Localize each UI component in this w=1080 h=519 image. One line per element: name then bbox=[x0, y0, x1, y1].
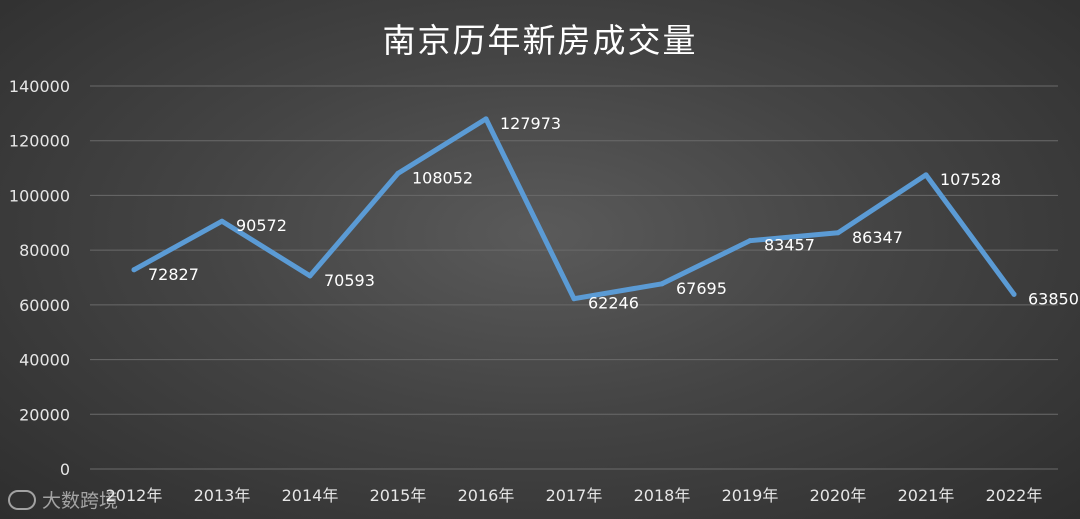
data-point bbox=[747, 238, 753, 244]
data-label: 107528 bbox=[940, 170, 1001, 189]
series-line bbox=[131, 116, 1017, 302]
x-tick-label: 2022年 bbox=[986, 486, 1043, 505]
y-tick-label: 120000 bbox=[9, 132, 70, 151]
data-label: 62246 bbox=[588, 294, 639, 313]
data-label: 63850 bbox=[1028, 289, 1079, 308]
chart-title: 南京历年新房成交量 bbox=[382, 21, 698, 60]
data-point bbox=[219, 218, 225, 224]
data-label: 108052 bbox=[412, 168, 473, 187]
y-tick-label: 60000 bbox=[19, 296, 70, 315]
data-point bbox=[483, 116, 489, 122]
series-group bbox=[131, 116, 1017, 302]
data-point bbox=[923, 172, 929, 178]
x-tick-label: 2012年 bbox=[106, 486, 163, 505]
data-label: 83457 bbox=[764, 236, 815, 255]
x-tick-label: 2015年 bbox=[370, 486, 427, 505]
x-tick-label: 2021年 bbox=[898, 486, 955, 505]
data-label: 90572 bbox=[236, 216, 287, 235]
y-tick-label: 0 bbox=[60, 460, 70, 479]
data-label: 127973 bbox=[500, 114, 561, 133]
data-point bbox=[131, 267, 137, 273]
watermark: 大数跨境 bbox=[8, 486, 118, 513]
y-tick-label: 20000 bbox=[19, 405, 70, 424]
y-tick-label: 40000 bbox=[19, 351, 70, 370]
data-point bbox=[307, 273, 313, 279]
x-tick-label: 2013年 bbox=[194, 486, 251, 505]
x-tick-label: 2018年 bbox=[634, 486, 691, 505]
data-point bbox=[571, 296, 577, 302]
y-tick-label: 100000 bbox=[9, 186, 70, 205]
x-tick-label: 2017年 bbox=[546, 486, 603, 505]
x-tick-label: 2019年 bbox=[722, 486, 779, 505]
data-point bbox=[1011, 291, 1017, 297]
y-tick-label: 80000 bbox=[19, 241, 70, 260]
data-point bbox=[835, 230, 841, 236]
data-label: 72827 bbox=[148, 265, 199, 284]
data-point bbox=[659, 281, 665, 287]
watermark-logo-icon bbox=[8, 489, 36, 510]
gridlines bbox=[90, 85, 1058, 470]
x-axis-ticks: 2012年 2013年 2014年 2015年 2016年 2017年 2018年 2019年… bbox=[106, 486, 1043, 505]
data-point bbox=[395, 170, 401, 176]
x-tick-label: 2014年 bbox=[282, 486, 339, 505]
x-tick-label: 2016年 bbox=[458, 486, 515, 505]
data-label: 70593 bbox=[324, 271, 375, 290]
data-label: 67695 bbox=[676, 279, 727, 298]
x-tick-label: 2020年 bbox=[810, 486, 867, 505]
y-tick-label: 140000 bbox=[9, 77, 70, 96]
watermark-text: 大数跨境 bbox=[42, 490, 119, 512]
y-axis-ticks: 0 20000 40000 60000 80000 100000 120000 140000 bbox=[9, 77, 70, 479]
data-label: 86347 bbox=[852, 228, 903, 247]
data-labels: 72827 90572 70593 108052 127973 62246 67695 834… bbox=[148, 114, 1079, 313]
